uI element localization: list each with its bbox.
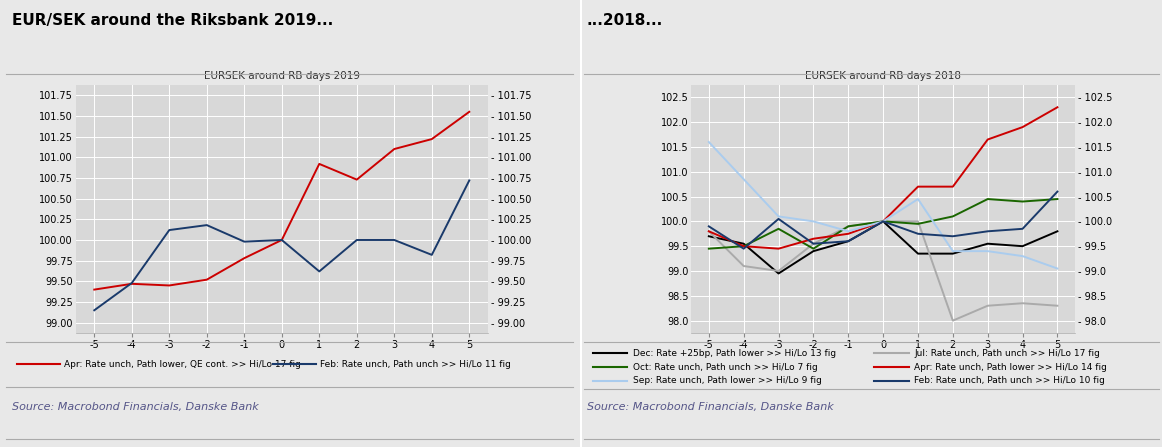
Text: Sep: Rate unch, Path lower >> Hi/Lo 9 fig: Sep: Rate unch, Path lower >> Hi/Lo 9 fi…: [633, 376, 823, 385]
Text: Source: Macrobond Financials, Danske Bank: Source: Macrobond Financials, Danske Ban…: [12, 402, 258, 412]
Text: Feb: Rate unch, Path unch >> Hi/Lo 11 fig: Feb: Rate unch, Path unch >> Hi/Lo 11 fi…: [320, 360, 510, 369]
Text: Feb: Rate unch, Path unch >> Hi/Lo 10 fig: Feb: Rate unch, Path unch >> Hi/Lo 10 fi…: [914, 376, 1105, 385]
Text: Source: Macrobond Financials, Danske Bank: Source: Macrobond Financials, Danske Ban…: [587, 402, 833, 412]
Text: Dec: Rate +25bp, Path lower >> Hi/Lo 13 fig: Dec: Rate +25bp, Path lower >> Hi/Lo 13 …: [633, 349, 837, 358]
Text: Jul: Rate unch, Path unch >> Hi/Lo 17 fig: Jul: Rate unch, Path unch >> Hi/Lo 17 fi…: [914, 349, 1100, 358]
Text: ...2018...: ...2018...: [587, 13, 664, 29]
Title: EURSEK around RB days 2018: EURSEK around RB days 2018: [805, 72, 961, 81]
Text: Apr: Rate unch, Path lower, QE cont. >> Hi/Lo 17 fig: Apr: Rate unch, Path lower, QE cont. >> …: [64, 360, 301, 369]
Title: EURSEK around RB days 2019: EURSEK around RB days 2019: [203, 72, 360, 81]
Text: Oct: Rate unch, Path unch >> Hi/Lo 7 fig: Oct: Rate unch, Path unch >> Hi/Lo 7 fig: [633, 363, 818, 372]
Text: Apr: Rate unch, Path lower >> Hi/Lo 14 fig: Apr: Rate unch, Path lower >> Hi/Lo 14 f…: [914, 363, 1107, 372]
Text: EUR/SEK around the Riksbank 2019...: EUR/SEK around the Riksbank 2019...: [12, 13, 332, 29]
